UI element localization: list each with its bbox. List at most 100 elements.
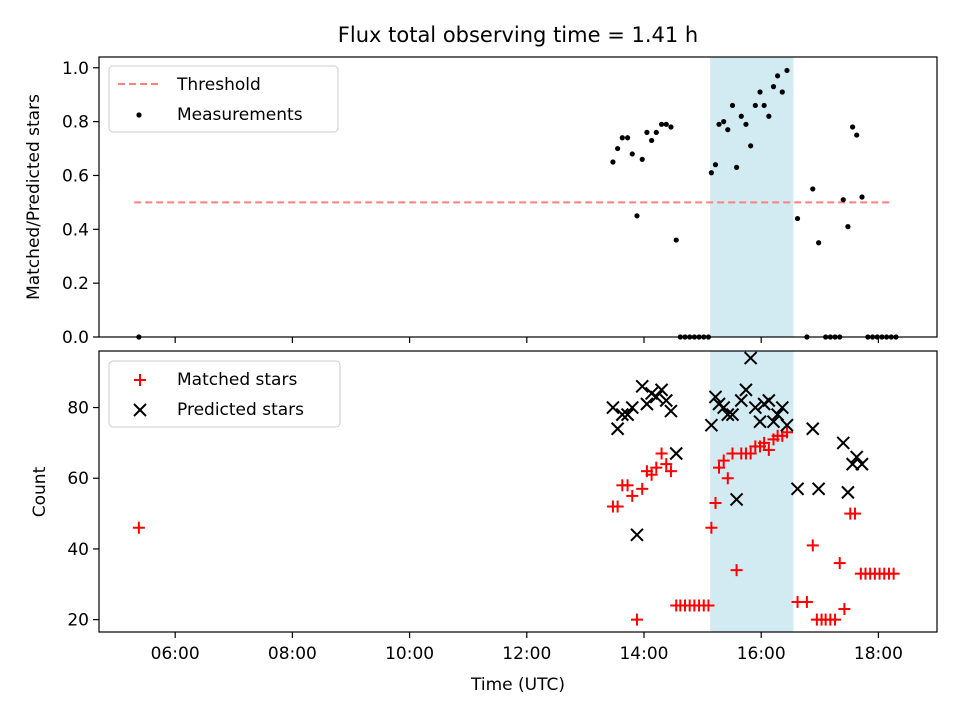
measurement-point [658, 121, 665, 127]
bottom-highlight-band [710, 351, 794, 632]
predicted-star-point [739, 383, 753, 397]
predicted-star-point [775, 400, 789, 415]
top-y-axis: 0.0 0.2 0.4 0.6 0.8 1.0 [62, 59, 99, 348]
predicted-star-point [640, 397, 654, 411]
predicted-star-point [850, 450, 864, 464]
measurement-point [629, 151, 635, 157]
matched-star-point [645, 468, 658, 481]
bottom-legend: Matched stars Predicted stars [108, 360, 341, 428]
measurement-point [738, 113, 744, 119]
y-tick-label: 20 [67, 611, 89, 631]
measurement-point [615, 145, 621, 152]
predicted-star-point [654, 383, 669, 397]
matched-star-point [721, 472, 734, 485]
predicted-star-point [610, 422, 625, 436]
bottom-panel: 20 40 60 80 06:00 08:00 10:00 12:00 14:00 16:00 1… [30, 350, 938, 695]
measurement-point [854, 132, 860, 138]
measurement-point [721, 119, 727, 125]
measurement-point [766, 113, 772, 119]
measurement-point [712, 162, 719, 168]
y-tick-label: 0.4 [62, 220, 89, 240]
predicted-star-point [615, 407, 630, 422]
bottom-y-axis: 20 40 60 80 [67, 399, 99, 631]
matched-star-point [660, 458, 673, 471]
y-tick-label: 0.8 [62, 113, 89, 133]
chart-title: Flux total observing time = 1.41 h [338, 23, 698, 47]
matched-star-point [702, 599, 715, 612]
matched-star-point [650, 461, 663, 474]
measurement-point [845, 224, 851, 230]
predicted-star-point [762, 393, 776, 408]
matched-star-point [636, 482, 649, 495]
measurement-point [673, 237, 679, 243]
measurement-point [725, 127, 731, 133]
measurement-point [810, 186, 816, 192]
matched-star-point [806, 539, 819, 552]
legend-measurements-swatch [136, 112, 142, 118]
y-tick-label: 0.6 [62, 166, 89, 186]
measurement-point [859, 194, 865, 200]
measurement-point [610, 159, 616, 165]
y-tick-label: 0.0 [62, 328, 89, 348]
predicted-star-point [806, 422, 820, 436]
x-tick-label: 16:00 [737, 644, 786, 664]
matched-star-point [848, 507, 861, 520]
x-tick-label: 06:00 [151, 644, 200, 664]
predicted-star-point [630, 528, 644, 542]
predicted-star-point [766, 414, 781, 429]
matched-star-point [833, 557, 846, 570]
measurement-point [816, 240, 822, 246]
predicted-star-point [625, 400, 639, 415]
predicted-star-point [659, 393, 673, 408]
predicted-star-point [743, 351, 758, 365]
matched-star-point [713, 461, 726, 474]
bottom-data-marks [132, 351, 900, 626]
x-tick-label: 18:00 [854, 644, 903, 664]
legend-measurements-label: Measurements [177, 105, 303, 125]
x-axis-label: Time (UTC) [470, 675, 565, 695]
measurement-point [779, 89, 785, 95]
legend-threshold-label: Threshold [176, 75, 261, 95]
matched-star-point [780, 426, 793, 439]
measurement-point [775, 73, 781, 79]
measurement-point [743, 121, 749, 127]
predicted-star-point [635, 379, 649, 394]
predicted-star-point [734, 393, 748, 408]
top-legend: Threshold Measurements [108, 65, 339, 133]
matched-star-point [829, 613, 842, 626]
x-tick-label: 14:00 [619, 644, 668, 664]
y-tick-label: 0.2 [62, 274, 89, 294]
predicted-star-point [748, 400, 763, 415]
measurement-point [639, 156, 645, 162]
measurement-point [761, 102, 767, 109]
predicted-star-point [780, 418, 794, 432]
bottom-x-axis: 06:00 08:00 10:00 12:00 14:00 16:00 18:00 [151, 632, 903, 664]
legend-matched-swatch [134, 374, 146, 386]
y-tick-label: 80 [67, 399, 89, 419]
matched-star-point [800, 595, 813, 608]
top-panel: 0.0 0.2 0.4 0.6 0.8 1.0 Matched/Predicted sta… [24, 56, 938, 348]
predicted-star-point [811, 482, 826, 496]
measurement-point [716, 121, 722, 127]
bottom-legend-box [108, 360, 341, 428]
predicted-star-point [836, 436, 850, 450]
matched-star-point [887, 567, 900, 580]
predicted-star-point [606, 400, 620, 415]
predicted-star-point [620, 407, 635, 422]
measurement-point [850, 124, 856, 130]
x-tick-label: 08:00 [268, 644, 317, 664]
predicted-star-point [708, 390, 723, 404]
matched-star-point [762, 443, 775, 456]
x-tick-label: 10:00 [385, 644, 434, 664]
top-legend-box [108, 65, 339, 133]
measurement-point [840, 197, 846, 203]
measurement-point [663, 121, 669, 127]
predicted-star-point [664, 404, 678, 418]
measurement-point [770, 84, 777, 90]
predicted-star-point [790, 482, 805, 496]
measurement-point [619, 135, 625, 141]
top-y-axis-label: Matched/Predicted stars [24, 94, 44, 300]
y-tick-label: 40 [67, 540, 89, 560]
legend-matched-label: Matched stars [177, 370, 297, 390]
